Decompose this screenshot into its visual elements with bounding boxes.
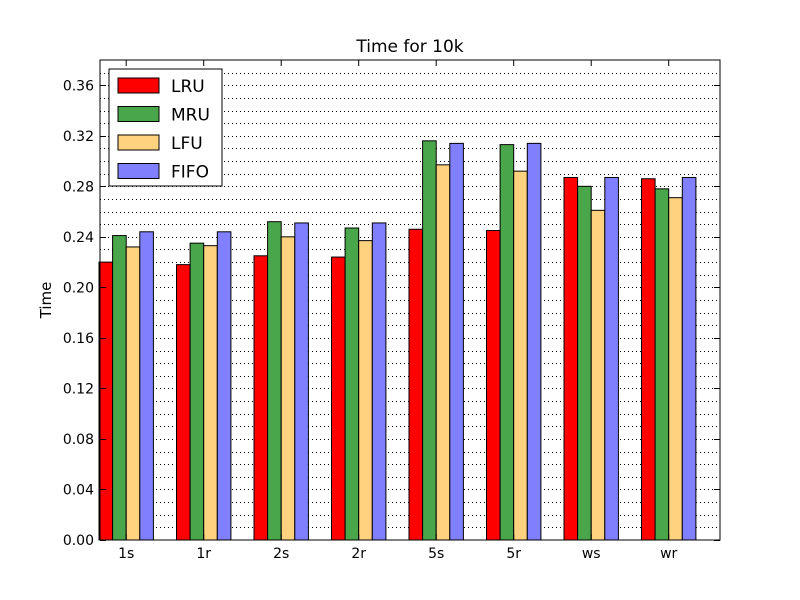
y-tick-label: 0.08 [63,432,94,448]
bar-fifo [604,176,619,541]
y-tick-label: 0.32 [63,129,94,145]
legend-label-fifo: FIFO [171,163,209,183]
bar-fifo [294,222,309,541]
bar-lru [486,230,501,541]
legend-swatch-lfu [117,134,160,151]
bar-lru [98,261,114,541]
y-tick-label: 0.12 [63,381,94,397]
x-tick-label: 1s [118,546,134,562]
bar-mru [112,235,127,541]
y-axis-label: Time [37,282,55,320]
bar-lru [563,176,579,541]
bar-fifo [216,231,232,541]
legend-swatch-fifo [117,163,160,179]
legend-swatch-mru [117,106,160,122]
bar-mru [344,227,360,541]
y-tick-label: 0.28 [63,179,94,195]
bar-mru [267,221,282,541]
y-tick-label: 0.36 [63,78,94,94]
y-tick-label: 0.16 [63,331,94,347]
bar-lru [408,228,424,541]
bar-lfu [513,170,528,541]
legend-swatch-lru [117,77,160,94]
bar-lru [641,178,656,541]
bar-lru [176,264,191,541]
bar-fifo [371,222,387,541]
bar-lfu [435,164,451,541]
bar-lfu [280,236,296,541]
ticks: 0.00 0.04 0.08 0.12 0.16 0.20 0.24 0.28 0.32 0.36… [63,60,720,562]
y-tick-label: 0.24 [63,230,94,246]
bar-mru [189,242,205,541]
x-tick-label: 2s [273,546,289,562]
legend-label-lru: LRU [171,77,205,97]
bar-mru [577,185,592,541]
bar-fifo [449,142,464,541]
x-tick-label: 2r [351,546,366,562]
bar-mru [654,188,670,541]
y-tick-label: 0.00 [63,533,94,549]
bar-lfu [203,245,218,541]
plot-frame [99,59,721,541]
bar-mru [422,140,437,541]
bar-mru [499,144,515,541]
y-tick-label: 0.04 [63,482,94,498]
chart-title: Time for 10k [355,37,463,57]
x-tick-label: ws [582,546,601,562]
x-tick-label: 5r [506,546,521,562]
bar-fifo [681,176,697,541]
bar-lfu [358,240,373,541]
bar-lru [331,256,346,541]
x-tick-label: 1r [196,546,211,562]
bar-lfu [125,246,141,541]
bar-fifo [526,142,542,541]
x-tick-label: 5s [428,546,444,562]
x-tick-label: wr [660,546,677,562]
bar-lfu [668,197,683,541]
legend-label-mru: MRU [171,106,210,126]
bar-lru [253,255,269,541]
bar-lfu [590,209,606,541]
legend-label-lfu: LFU [171,134,203,154]
legend: LRU MRU LFU FIFO [108,68,223,187]
bars [98,140,697,541]
bar-fifo [139,231,154,541]
y-tick-label: 0.20 [63,280,94,296]
